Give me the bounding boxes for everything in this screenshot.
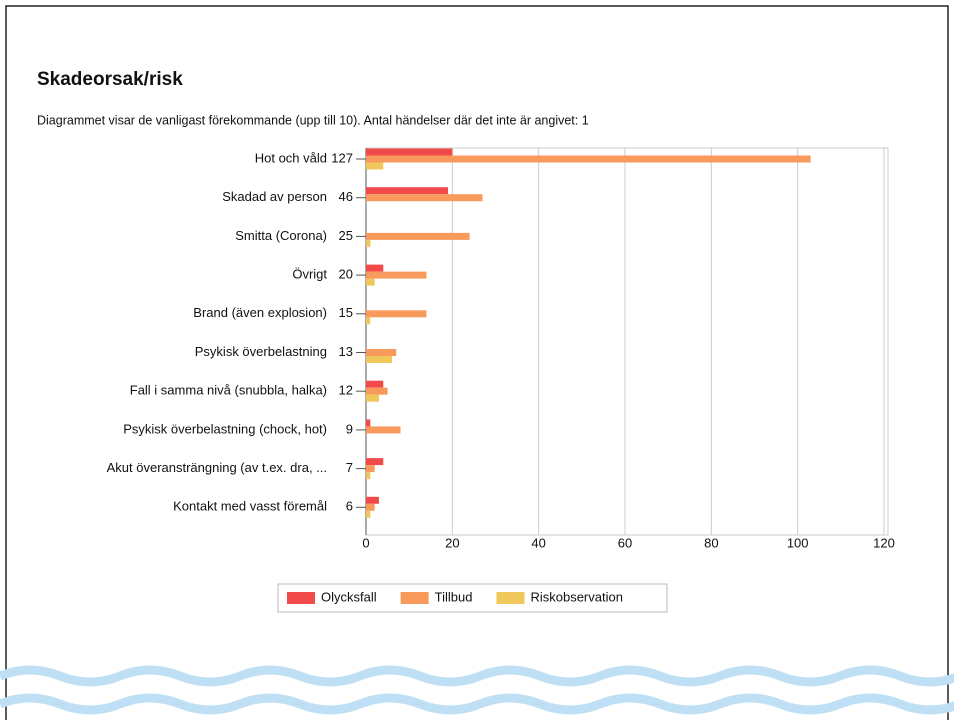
category-total: 12 xyxy=(339,383,353,398)
x-tick-label: 60 xyxy=(618,535,632,550)
category-total: 127 xyxy=(331,150,353,165)
bar xyxy=(366,394,379,402)
legend-swatch xyxy=(496,592,525,604)
chart-subtitle: Diagrammet visar de vanligast förekomman… xyxy=(37,113,589,127)
category-label: Psykisk överbelastning (chock, hot) xyxy=(123,421,327,436)
legend-box xyxy=(277,583,668,613)
bar xyxy=(366,387,388,395)
category-total: 7 xyxy=(346,460,353,475)
legend-label: Riskobservation xyxy=(530,589,623,604)
category-label: Skadad av person xyxy=(222,189,327,204)
x-tick-label: 40 xyxy=(531,535,545,550)
legend-label: Tillbud xyxy=(435,589,473,604)
bar xyxy=(366,510,371,518)
category-label: Brand (även explosion) xyxy=(193,305,327,320)
category-label: Övrigt xyxy=(292,267,327,282)
legend-label: Olycksfall xyxy=(321,589,377,604)
bar xyxy=(366,380,384,388)
category-total: 20 xyxy=(339,267,353,282)
bar xyxy=(366,419,371,427)
legend-swatch xyxy=(400,592,429,604)
bar xyxy=(366,239,371,247)
category-total: 15 xyxy=(339,305,353,320)
bar xyxy=(366,317,371,325)
slide-border xyxy=(5,5,949,725)
bar xyxy=(366,458,384,466)
bar xyxy=(366,496,379,504)
category-label: Psykisk överbelastning xyxy=(195,344,327,359)
x-tick-label: 0 xyxy=(362,535,369,550)
x-tick-label: 120 xyxy=(873,535,895,550)
category-total: 13 xyxy=(339,344,353,359)
bar xyxy=(366,264,384,272)
bar xyxy=(366,155,811,163)
bar xyxy=(366,278,375,286)
category-total: 46 xyxy=(339,189,353,204)
bar xyxy=(366,310,427,318)
x-tick-label: 100 xyxy=(787,535,809,550)
bar xyxy=(366,349,397,356)
bar xyxy=(366,187,449,195)
category-total: 25 xyxy=(339,228,353,243)
category-label: Hot och våld xyxy=(255,150,327,165)
category-label: Smitta (Corona) xyxy=(235,228,327,243)
x-tick-label: 20 xyxy=(445,535,459,550)
category-total: 6 xyxy=(346,499,353,514)
bar xyxy=(366,426,401,434)
category-label: Fall i samma nivå (snubbla, halka) xyxy=(130,383,327,398)
bar xyxy=(366,148,453,156)
bar xyxy=(366,271,427,279)
category-label: Akut överansträngning (av t.ex. dra, ... xyxy=(107,460,327,475)
plot-area xyxy=(365,147,889,536)
bar xyxy=(366,232,470,240)
bar xyxy=(366,162,384,170)
bar xyxy=(366,356,392,363)
bar xyxy=(366,503,375,511)
bar xyxy=(366,465,375,473)
legend-swatch xyxy=(287,592,315,604)
wave-decoration xyxy=(0,665,954,715)
bar xyxy=(366,472,371,480)
bar xyxy=(366,194,483,202)
x-tick-label: 80 xyxy=(704,535,718,550)
chart-title: Skadeorsak/risk xyxy=(37,69,183,90)
category-total: 9 xyxy=(346,421,353,436)
category-label: Kontakt med vasst föremål xyxy=(173,499,327,514)
